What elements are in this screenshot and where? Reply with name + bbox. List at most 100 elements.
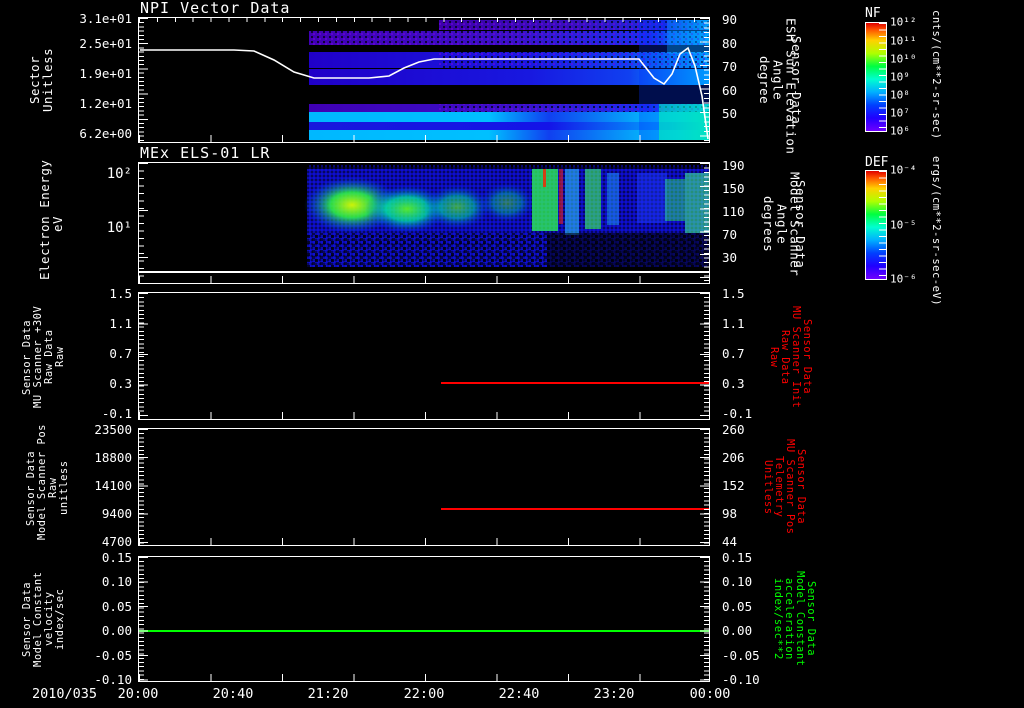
ytick: -0.05: [722, 647, 760, 663]
xtick: 22:00: [403, 686, 445, 702]
panel1-xticks-bottom: [139, 135, 709, 142]
ytick: 0.00: [722, 622, 753, 638]
ytick: 110: [722, 203, 745, 219]
panel5-yminor-left: [139, 557, 144, 681]
panel1-ylabel-right-b: Sensor Data: [789, 35, 805, 125]
ytick: 0.3: [722, 375, 745, 391]
panel2-xticks-bottom: [139, 276, 709, 283]
ytick: 70: [722, 58, 738, 74]
panel2-spectrogram: [139, 163, 709, 283]
ytick: 98: [722, 505, 738, 521]
ytick: 50: [722, 105, 738, 121]
colorbar-nf[interactable]: [865, 22, 887, 132]
ytick: 0.15: [722, 549, 753, 565]
panel1-ylabels-left: 3.1e+01 2.5e+01 1.9e+01 1.2e+01 6.2e+00: [0, 12, 132, 143]
ytick: -0.05: [94, 647, 132, 663]
ytick: 1.9e+01: [79, 65, 132, 81]
ytick: -0.1: [101, 405, 132, 421]
panel3-yminor-left: [139, 293, 144, 419]
panel1-yminor-left: [139, 18, 144, 142]
panel5-ylabels-left: 0.15 0.10 0.05 0.00 -0.05 -0.10: [0, 551, 132, 685]
panel1-title: NPI Vector Data: [140, 0, 291, 17]
ytick: 9400: [101, 505, 132, 521]
ytick: 1.1: [109, 315, 132, 331]
panel-npi-vector-data[interactable]: [138, 17, 710, 143]
ytick: 10²: [106, 166, 132, 182]
cbar-tick: 10¹⁰: [890, 52, 917, 66]
cbar-tick: 10¹²: [890, 15, 917, 29]
panel5-xticks-bottom: [139, 674, 709, 681]
panel4-ylabel-right: Sensor Data MU Scanner Pos Telemetry Uni…: [762, 439, 808, 535]
panel4-yminor-left: [139, 429, 144, 545]
panel4-ylabel-left: Sensor Data Model Scanner Pos Raw unitle…: [25, 424, 71, 540]
ytick: 3.1e+01: [79, 10, 132, 26]
ytick: 14100: [94, 477, 132, 493]
ytick: 70: [722, 226, 738, 242]
ytick: 0.15: [101, 549, 132, 565]
panel1-xminor-top: [139, 18, 709, 22]
panel1-ylabel-left: Sector Unitless: [27, 47, 56, 113]
panel3-ylabels-left: 1.5 1.1 0.7 0.3 -0.1: [0, 287, 132, 421]
cbar-tick: 10⁻⁶: [890, 272, 917, 286]
panel5-yminor-right: [704, 557, 709, 681]
panel4-ylabels-left: 23500 18800 14100 9400 4700: [0, 423, 132, 549]
panel1-ylabels-right: 90 80 70 60 50: [722, 11, 762, 143]
panel3-trace: [139, 293, 709, 419]
cbar-tick: 10⁸: [890, 88, 910, 102]
cbar-tick: 10⁹: [890, 70, 910, 84]
panel-model-constant-velocity[interactable]: [138, 556, 710, 682]
panel5-ylabels-right: 0.15 0.10 0.05 0.00 -0.05 -0.10: [722, 551, 772, 685]
cbar-tick: 10⁻⁵: [890, 218, 917, 232]
ytick: 10¹: [106, 220, 132, 236]
xtick: 20:40: [212, 686, 254, 702]
ytick: 80: [722, 35, 738, 51]
xtick: 23:20: [593, 686, 635, 702]
ytick: -0.1: [722, 405, 753, 421]
cbar-tick: 10¹¹: [890, 34, 917, 48]
ytick: 150: [722, 180, 745, 196]
ytick: 0.3: [109, 375, 132, 391]
panel1-yminor-right: [704, 18, 709, 142]
ytick: 1.2e+01: [79, 95, 132, 111]
colorbar-def-unit: ergs/(cm**2-sr-sec-eV): [930, 156, 943, 307]
colorbar-nf-ticklabels: 10¹² 10¹¹ 10¹⁰ 10⁹ 10⁸ 10⁷ 10⁶: [890, 17, 926, 137]
xtick: 21:20: [307, 686, 349, 702]
ytick: 0.05: [101, 598, 132, 614]
ytick: 2.5e+01: [79, 35, 132, 51]
colorbar-def[interactable]: [865, 170, 887, 280]
ytick: 44: [722, 533, 738, 549]
ytick: -0.10: [722, 671, 760, 687]
panel-model-scanner-pos[interactable]: [138, 428, 710, 546]
panel1-spectrogram: [139, 18, 709, 142]
panel4-yminor-right: [704, 429, 709, 545]
ytick: 90: [722, 11, 738, 27]
ytick: 18800: [94, 449, 132, 465]
panel2-yminor-left: [139, 163, 144, 283]
panel-mex-els01-lr[interactable]: [138, 162, 710, 284]
ytick: 0.10: [101, 573, 132, 589]
ytick: 1.5: [109, 285, 132, 301]
ytick: 4700: [101, 533, 132, 549]
ytick: 1.1: [722, 315, 745, 331]
panel-mu-scanner-30v[interactable]: [138, 292, 710, 420]
panel2-title: MEx ELS-01 LR: [140, 144, 271, 162]
panel2-ylabels-left: 10² 10¹: [0, 162, 132, 284]
x-axis-date: 2010/035: [32, 686, 98, 702]
panel3-xticks-bottom: [139, 412, 709, 419]
ytick: 190: [722, 157, 745, 173]
panel2-ylabel-left: Electron Energy eV: [37, 159, 66, 280]
ytick: 0.10: [722, 573, 753, 589]
panel5-ylabel-left: Sensor Data Model Constant velocity inde…: [21, 571, 67, 667]
x-axis-labels: 2010/035 20:00 20:40 21:20 22:00 22:40 2…: [0, 686, 1024, 708]
panel5-ylabel-right: Sensor Data Model Constant acceleration …: [772, 571, 818, 667]
colorbar-def-title: DEF: [865, 155, 889, 170]
panel5-trace: [139, 557, 709, 681]
cbar-tick: 10⁻⁴: [890, 163, 917, 177]
ytick: 0.00: [101, 622, 132, 638]
panel1-overlay-trace: [140, 46, 709, 140]
ytick: 0.05: [722, 598, 753, 614]
ytick: 260: [722, 421, 745, 437]
panel3-ylabel-left: Sensor Data MU Scanner +30V Raw Data Raw: [21, 305, 67, 409]
panel2-ylabel-right-a: Model Scanner Angle degrees: [761, 171, 803, 277]
